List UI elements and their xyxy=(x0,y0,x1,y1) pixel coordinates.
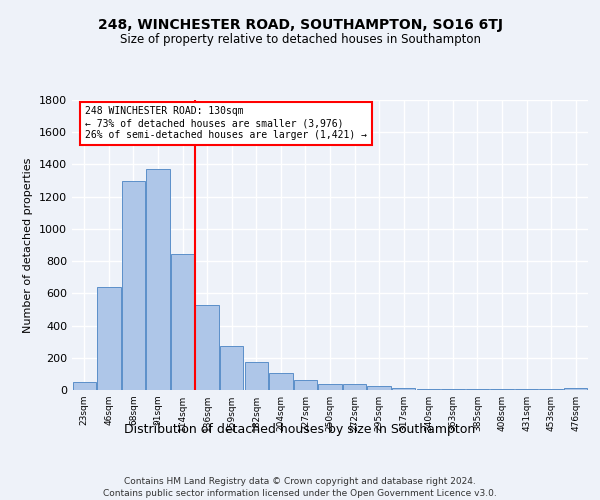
Bar xyxy=(122,180,145,390)
Bar xyxy=(146,170,170,390)
Bar xyxy=(294,380,317,390)
Y-axis label: Number of detached properties: Number of detached properties xyxy=(23,158,34,332)
Bar xyxy=(220,346,244,390)
Bar xyxy=(367,386,391,390)
Bar xyxy=(564,388,587,390)
Text: Contains public sector information licensed under the Open Government Licence v3: Contains public sector information licen… xyxy=(103,489,497,498)
Bar xyxy=(490,389,514,390)
Bar xyxy=(343,384,366,390)
Bar xyxy=(245,362,268,390)
Text: Size of property relative to detached houses in Southampton: Size of property relative to detached ho… xyxy=(119,32,481,46)
Bar xyxy=(539,389,563,390)
Bar xyxy=(515,389,538,390)
Bar xyxy=(171,254,194,390)
Text: Distribution of detached houses by size in Southampton: Distribution of detached houses by size … xyxy=(124,422,476,436)
Bar xyxy=(392,388,415,390)
Text: 248, WINCHESTER ROAD, SOUTHAMPTON, SO16 6TJ: 248, WINCHESTER ROAD, SOUTHAMPTON, SO16 … xyxy=(97,18,503,32)
Bar xyxy=(97,288,121,390)
Bar xyxy=(196,305,219,390)
Bar xyxy=(466,389,489,390)
Bar xyxy=(73,382,96,390)
Bar xyxy=(441,389,464,390)
Text: Contains HM Land Registry data © Crown copyright and database right 2024.: Contains HM Land Registry data © Crown c… xyxy=(124,478,476,486)
Bar xyxy=(269,373,293,390)
Bar xyxy=(416,389,440,390)
Bar xyxy=(319,384,341,390)
Text: 248 WINCHESTER ROAD: 130sqm
← 73% of detached houses are smaller (3,976)
26% of : 248 WINCHESTER ROAD: 130sqm ← 73% of det… xyxy=(85,106,367,140)
